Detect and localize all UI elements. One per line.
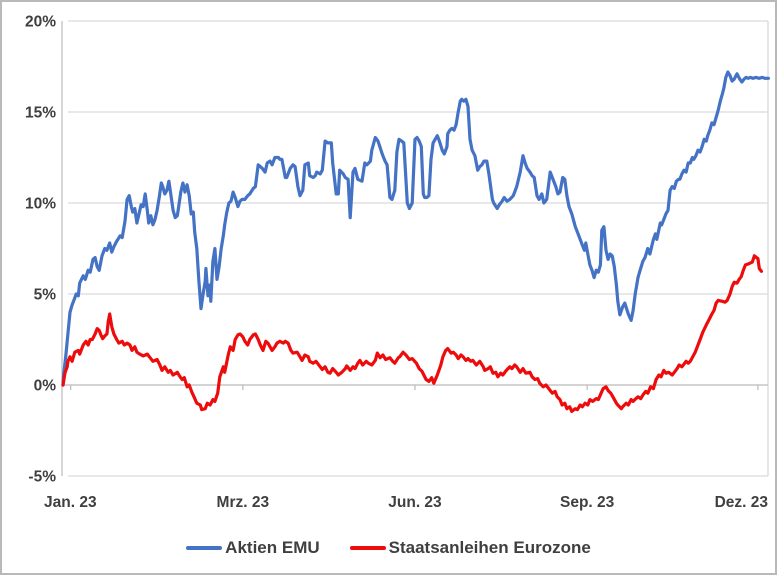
series-line-aktien-emu xyxy=(61,70,771,387)
y-tick-label: 5% xyxy=(34,287,57,304)
legend-line-sample-blue-icon xyxy=(186,546,223,550)
legend-item-staatsanleihen: Staatsanleihen Eurozone xyxy=(349,538,591,558)
x-tick-label: Mrz. 23 xyxy=(217,494,270,511)
y-tick-label: 15% xyxy=(25,105,56,122)
y-tick-label: 10% xyxy=(25,196,56,213)
legend-label-aktien-emu: Aktien EMU xyxy=(225,538,320,557)
line-chart-plot: 20% 15% 10% 5% 0% -5% Jan. 23 Mrz. 23 Jun. 23 Sep… xyxy=(25,14,771,511)
x-tick-label: Sep. 23 xyxy=(560,494,615,511)
y-tick-label: -5% xyxy=(28,469,56,486)
legend-label-staatsanleihen: Staatsanleihen Eurozone xyxy=(388,538,591,557)
legend-line-sample-red-icon xyxy=(349,546,386,550)
legend-item-aktien-emu: Aktien EMU xyxy=(186,538,320,558)
x-tick-label: Jun. 23 xyxy=(388,494,442,511)
legend: Aktien EMU Staatsanleihen Eurozone xyxy=(2,533,775,563)
y-tick-label: 20% xyxy=(25,14,56,31)
x-tick-label: Jan. 23 xyxy=(44,494,97,511)
y-tick-label: 0% xyxy=(34,378,57,395)
x-tick-label: Dez. 23 xyxy=(715,494,769,511)
series-line-staatsanleihen-eurozone xyxy=(61,254,764,413)
